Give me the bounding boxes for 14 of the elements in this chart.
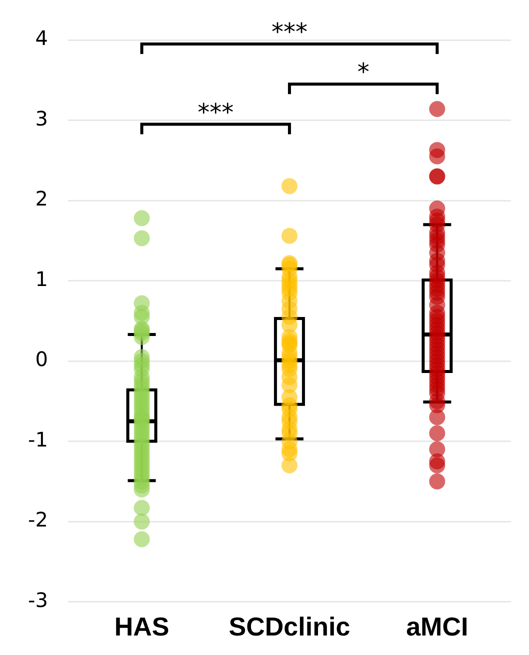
- y-tick-label: 3: [35, 106, 48, 130]
- y-tick-label: 1: [35, 266, 48, 291]
- annotation: *: [357, 58, 370, 86]
- x-tick-label: HAS: [114, 612, 170, 642]
- annotation: ***: [271, 18, 308, 46]
- annotation: ***: [198, 98, 234, 126]
- y-tick-label: -2: [28, 508, 48, 532]
- y-tick-label: 2: [35, 186, 48, 211]
- x-tick-label: aMCI: [406, 612, 468, 642]
- x-tick-label: SCDclinic: [228, 612, 350, 642]
- y-tick-label: 4: [35, 26, 48, 50]
- y-tick-label: -3: [28, 588, 48, 612]
- y-tick-label: 0: [35, 347, 48, 372]
- y-tick-label: -1: [28, 427, 48, 452]
